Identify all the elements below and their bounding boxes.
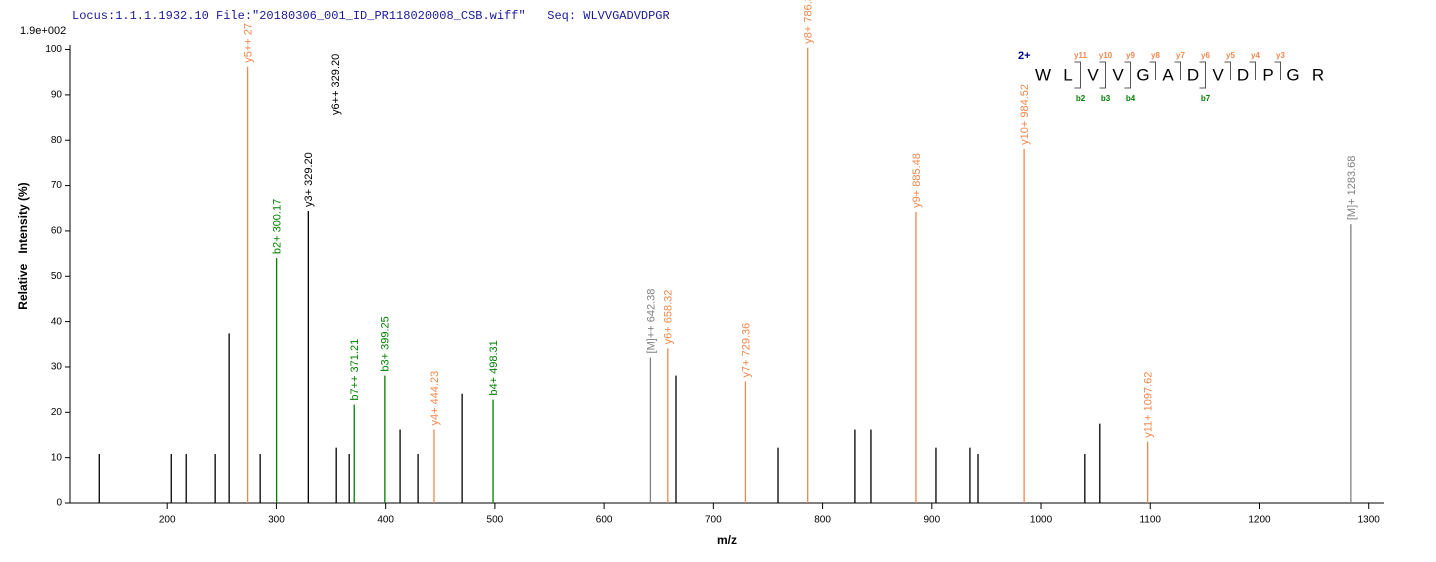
x-tick-label: 1200 xyxy=(1248,515,1271,526)
y-tick-label: 20 xyxy=(51,407,63,418)
residue: P xyxy=(1262,65,1273,84)
y-bracket xyxy=(1099,61,1106,80)
peak-label: y11+ 1097.62 xyxy=(1143,372,1155,438)
residue: V xyxy=(1112,65,1124,84)
peak-label: y3+ 329.20 xyxy=(303,152,315,207)
y-bracket xyxy=(1249,61,1256,80)
peak-label: [M]++ 642.38 xyxy=(645,289,657,354)
x-tick-label: 1000 xyxy=(1030,515,1053,526)
y-ion: y8 xyxy=(1151,51,1160,60)
residue: D xyxy=(1237,65,1249,84)
y-ion: y11 xyxy=(1074,51,1087,60)
y-tick-label: 80 xyxy=(51,135,63,146)
b-ion: b7 xyxy=(1201,94,1211,103)
b-ion: b3 xyxy=(1101,94,1111,103)
peak-label: [M]+ 1283.68 xyxy=(1346,156,1358,221)
y-tick-label: 30 xyxy=(51,362,63,373)
y-bracket xyxy=(1074,61,1081,80)
peak-label: b3+ 399.25 xyxy=(380,316,392,371)
y-ion: y3 xyxy=(1276,51,1285,60)
peak-label: y6++ 329.20 xyxy=(330,54,342,115)
x-tick-label: 200 xyxy=(159,515,176,526)
residue: L xyxy=(1063,65,1072,84)
y-bracket xyxy=(1274,61,1281,80)
y-scale-label: 1.9e+002 xyxy=(20,25,66,37)
peak-label: y6+ 658.32 xyxy=(663,290,675,345)
b-bracket xyxy=(1074,70,1081,89)
y-axis-label: Relative Intensity (%) xyxy=(16,182,30,309)
x-tick-label: 900 xyxy=(923,515,940,526)
y-tick-label: 10 xyxy=(51,452,63,463)
x-tick-label: 1300 xyxy=(1358,515,1381,526)
residue: W xyxy=(1035,65,1051,84)
residue: V xyxy=(1087,65,1099,84)
y-tick-label: 70 xyxy=(51,180,63,191)
chart-title: Locus:1.1.1.1932.10 File:"20180306_001_I… xyxy=(72,9,670,23)
peak-label: y10+ 984.52 xyxy=(1019,84,1031,145)
x-tick-label: 800 xyxy=(814,515,831,526)
x-tick-label: 300 xyxy=(268,515,285,526)
residue: D xyxy=(1187,65,1199,84)
b-ion: b2 xyxy=(1076,94,1086,103)
y-tick-label: 0 xyxy=(56,498,62,509)
x-axis-label: m/z xyxy=(717,533,737,547)
y-tick-label: 100 xyxy=(45,44,62,55)
peak-label: y4+ 444.23 xyxy=(429,371,441,426)
x-tick-label: 700 xyxy=(705,515,722,526)
peak-label: b4+ 498.31 xyxy=(488,340,500,395)
y-bracket xyxy=(1149,61,1156,80)
y-ion: y4 xyxy=(1251,51,1260,60)
y-bracket xyxy=(1124,61,1131,80)
peak-label: y8+ 786.38 xyxy=(803,0,815,44)
y-ion: y10 xyxy=(1099,51,1113,60)
b-ion: b4 xyxy=(1126,94,1136,103)
y-ion: y5 xyxy=(1226,51,1235,60)
y-bracket xyxy=(1199,61,1206,80)
b-bracket xyxy=(1199,70,1206,89)
peak-label: y9+ 885.48 xyxy=(911,153,923,208)
x-tick-label: 600 xyxy=(596,515,613,526)
y-ion: y9 xyxy=(1126,51,1135,60)
peak-label: y7+ 729.36 xyxy=(740,323,752,378)
y-tick-label: 50 xyxy=(51,271,63,282)
y-bracket xyxy=(1174,61,1181,80)
y-ion: y6 xyxy=(1201,51,1210,60)
residue: R xyxy=(1312,65,1324,84)
y-tick-label: 90 xyxy=(51,90,63,101)
residue: G xyxy=(1136,65,1149,84)
x-tick-label: 1100 xyxy=(1139,515,1161,526)
peak-label: b7++ 371.21 xyxy=(349,339,361,401)
residue: G xyxy=(1286,65,1299,84)
y-tick-label: 60 xyxy=(51,226,63,237)
b-bracket xyxy=(1099,70,1106,89)
peak-label: b2+ 300.17 xyxy=(272,199,284,254)
b-bracket xyxy=(1124,70,1131,89)
peak-label: y5++ 27 xyxy=(243,23,255,63)
y-tick-label: 40 xyxy=(51,316,63,327)
y-bracket xyxy=(1224,61,1231,80)
x-tick-label: 400 xyxy=(377,515,394,526)
y-ion: y7 xyxy=(1176,51,1185,60)
charge: 2+ xyxy=(1018,50,1031,62)
residue: V xyxy=(1212,65,1224,84)
x-tick-label: 500 xyxy=(487,515,504,526)
residue: A xyxy=(1162,65,1174,84)
